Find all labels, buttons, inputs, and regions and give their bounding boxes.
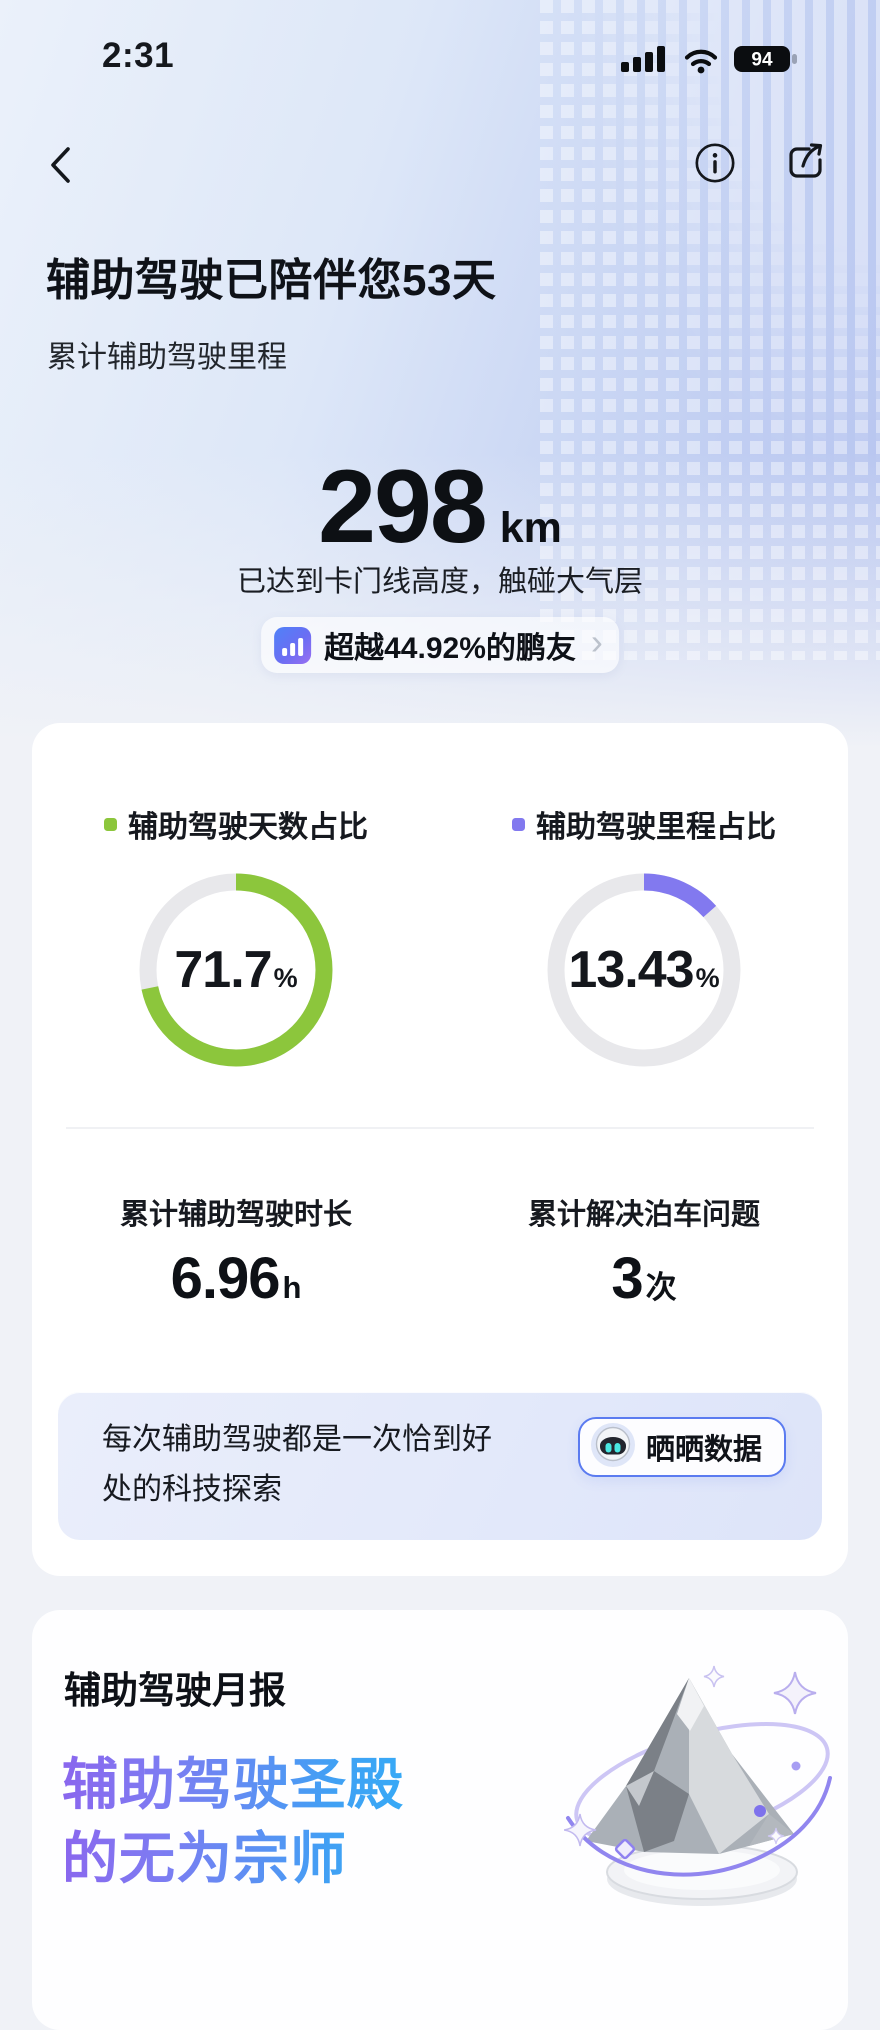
info-icon xyxy=(695,143,735,183)
crystal-mountain-trophy-illustration xyxy=(563,1636,844,1926)
donut-value: 13.43 xyxy=(568,941,694,999)
metric-unit: h xyxy=(282,1270,302,1305)
report-card-title: 辅助驾驶月报 xyxy=(64,1670,286,1711)
report-headline: 辅助驾驶圣殿 的无为宗师 xyxy=(62,1748,404,1896)
signal-icon xyxy=(621,44,668,79)
metric-value: 3 xyxy=(611,1246,643,1311)
metric-label: 累计辅助驾驶时长 xyxy=(119,1199,352,1231)
metric-unit: 次 xyxy=(645,1270,677,1305)
promo-text: 每次辅助驾驶都是一次恰到好 处的科技探索 xyxy=(102,1423,492,1506)
metric-value: 6.96 xyxy=(170,1246,281,1311)
page-subtitle: 累计辅助驾驶里程 xyxy=(47,341,287,374)
battery-icon: 94 xyxy=(734,44,798,79)
donut-value: 71.7 xyxy=(174,941,272,999)
rank-badge[interactable]: 超越44.92%的鹏友 › xyxy=(261,617,619,673)
total-mileage: 298 km xyxy=(0,448,880,567)
donut-unit: % xyxy=(695,963,720,993)
status-time: 2:31 xyxy=(102,36,175,75)
monthly-report-card[interactable]: 辅助驾驶月报 辅助驾驶圣殿 的无为宗师 xyxy=(32,1610,848,2030)
metrics-row: 累计辅助驾驶时长 6.96 h 累计解决泊车问题 3 次 xyxy=(32,1191,848,1312)
donut-mileage-share: 13.43 % xyxy=(547,873,741,1067)
legend-label: 辅助驾驶天数占比 xyxy=(128,811,368,844)
status-icons: 94 xyxy=(621,44,798,79)
purple-bullet-icon xyxy=(512,817,525,831)
donut-days-share: 71.7 % xyxy=(139,873,333,1067)
robot-avatar-icon xyxy=(590,1422,636,1473)
share-button[interactable] xyxy=(781,138,829,186)
donut-legend-row: 辅助驾驶天数占比 辅助驾驶里程占比 xyxy=(32,802,848,846)
metric-driving-hours: 累计辅助驾驶时长 6.96 h xyxy=(120,1191,352,1312)
rank-badge-label: 超越44.92%的鹏友 xyxy=(324,632,576,665)
mileage-unit: km xyxy=(499,504,562,552)
share-data-button-label: 晒晒数据 xyxy=(645,1434,762,1466)
page-title: 辅助驾驶已陪伴您53天 xyxy=(46,256,497,305)
bar-chart-icon xyxy=(274,626,312,664)
mileage-tagline: 已达到卡门线高度，触碰大气层 xyxy=(236,566,643,598)
decorative-dot-grid xyxy=(540,0,880,660)
mileage-value: 298 xyxy=(318,449,488,565)
donut-row: 71.7 % 13.43 % xyxy=(32,873,848,1067)
chevron-right-icon: › xyxy=(590,621,603,662)
info-button[interactable] xyxy=(693,141,737,185)
metric-parking-count: 累计解决泊车问题 3 次 xyxy=(528,1191,760,1312)
share-data-button[interactable]: 晒晒数据 xyxy=(577,1417,786,1477)
share-icon xyxy=(789,143,823,178)
wifi-icon xyxy=(681,44,721,79)
stats-card: 辅助驾驶天数占比 辅助驾驶里程占比 71.7 % xyxy=(32,723,848,1576)
legend-label: 辅助驾驶里程占比 xyxy=(536,811,776,844)
back-button[interactable] xyxy=(44,144,78,186)
promo-strip: 每次辅助驾驶都是一次恰到好 处的科技探索 晒晒数据 xyxy=(58,1392,822,1540)
donut-unit: % xyxy=(273,963,298,993)
metric-label: 累计解决泊车问题 xyxy=(527,1199,760,1231)
svg-text:94: 94 xyxy=(751,50,773,71)
green-bullet-icon xyxy=(104,817,117,831)
chevron-left-icon xyxy=(51,147,70,183)
legend-days-share: 辅助驾驶天数占比 xyxy=(104,802,368,846)
legend-mileage-share: 辅助驾驶里程占比 xyxy=(512,802,776,846)
section-divider xyxy=(66,1127,814,1129)
